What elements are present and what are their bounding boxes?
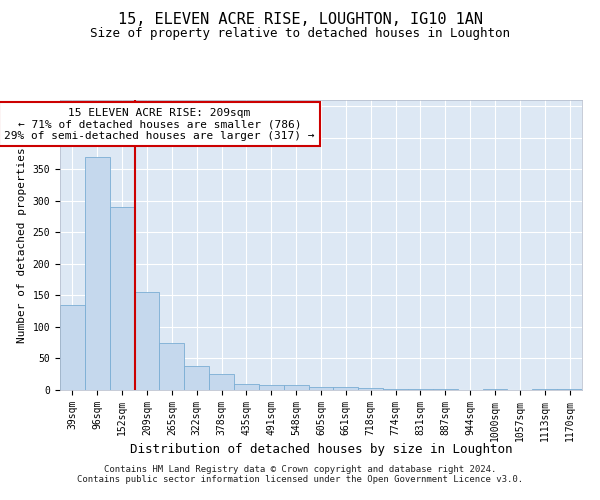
Bar bbox=[60, 305, 85, 390]
Bar bbox=[85, 156, 110, 390]
Y-axis label: Number of detached properties: Number of detached properties bbox=[17, 147, 27, 343]
Text: 15 ELEVEN ACRE RISE: 209sqm
← 71% of detached houses are smaller (786)
29% of se: 15 ELEVEN ACRE RISE: 209sqm ← 71% of det… bbox=[4, 108, 314, 141]
Bar bbox=[184, 366, 209, 390]
Bar bbox=[532, 388, 557, 390]
Bar bbox=[433, 388, 458, 390]
Bar bbox=[234, 384, 259, 390]
Text: Size of property relative to detached houses in Loughton: Size of property relative to detached ho… bbox=[90, 28, 510, 40]
Text: Contains HM Land Registry data © Crown copyright and database right 2024.: Contains HM Land Registry data © Crown c… bbox=[104, 465, 496, 474]
Bar bbox=[557, 388, 582, 390]
Bar bbox=[284, 385, 308, 390]
Bar bbox=[358, 388, 383, 390]
Bar bbox=[408, 388, 433, 390]
Bar bbox=[259, 385, 284, 390]
Bar bbox=[160, 342, 184, 390]
Bar bbox=[383, 388, 408, 390]
Text: Contains public sector information licensed under the Open Government Licence v3: Contains public sector information licen… bbox=[77, 475, 523, 484]
Text: 15, ELEVEN ACRE RISE, LOUGHTON, IG10 1AN: 15, ELEVEN ACRE RISE, LOUGHTON, IG10 1AN bbox=[118, 12, 482, 28]
Bar bbox=[482, 388, 508, 390]
Text: Distribution of detached houses by size in Loughton: Distribution of detached houses by size … bbox=[130, 442, 512, 456]
Bar bbox=[110, 207, 134, 390]
Bar bbox=[134, 292, 160, 390]
Bar bbox=[308, 387, 334, 390]
Bar bbox=[209, 374, 234, 390]
Bar bbox=[334, 388, 358, 390]
